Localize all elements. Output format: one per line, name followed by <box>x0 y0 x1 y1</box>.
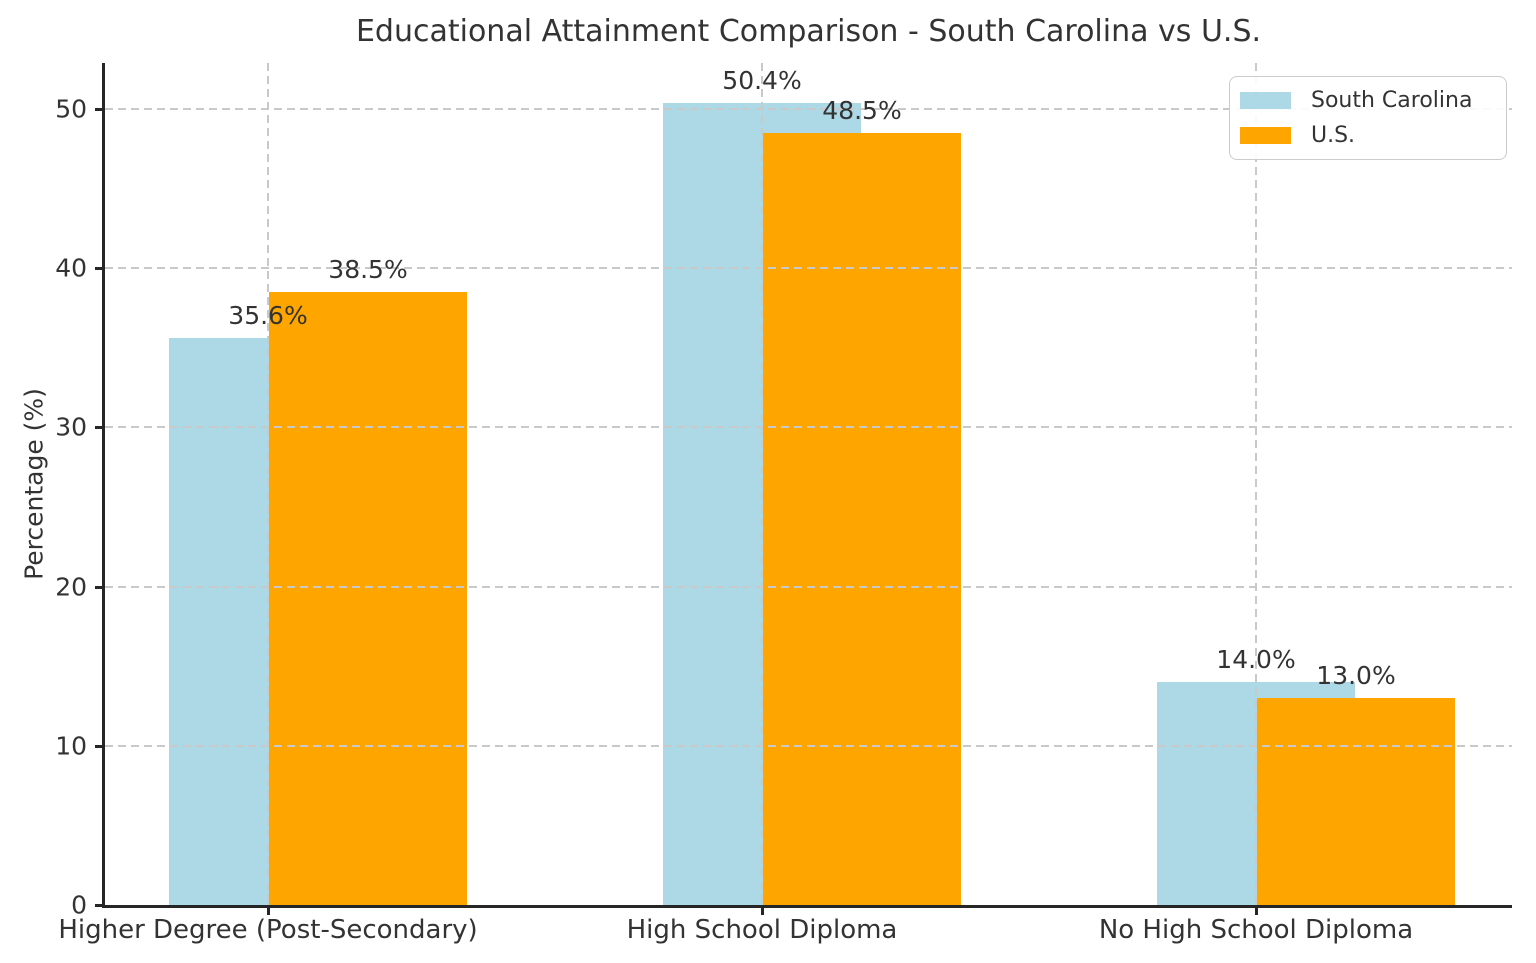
y-tick-label-10: 10 <box>55 731 87 761</box>
y-axis-spine <box>102 63 105 908</box>
legend-label-south-carolina: South Carolina <box>1311 87 1473 113</box>
bar-value-label-south-carolina-2: 14.0% <box>1216 645 1296 675</box>
v-gridline-0 <box>267 63 269 905</box>
y-tick-mark-0 <box>95 904 105 907</box>
bar-us-0 <box>269 292 467 905</box>
legend-swatch-south-carolina <box>1240 91 1291 109</box>
h-gridline-50 <box>105 108 1512 111</box>
v-gridline-1 <box>761 63 763 905</box>
bar-value-label-south-carolina-0: 35.6% <box>228 301 308 331</box>
y-tick-mark-30 <box>95 426 105 430</box>
bar-value-label-us-1: 48.5% <box>822 96 902 126</box>
v-gridline-2 <box>1255 63 1257 905</box>
x-tick-mark-1 <box>761 905 764 915</box>
y-tick-mark-20 <box>95 585 105 589</box>
y-tick-mark-50 <box>95 108 105 112</box>
bar-us-1 <box>763 133 961 905</box>
y-tick-label-0: 0 <box>71 890 87 920</box>
h-gridline-10 <box>105 744 1512 747</box>
y-tick-label-30: 30 <box>55 412 87 442</box>
y-tick-mark-40 <box>95 267 105 271</box>
bar-value-label-us-0: 38.5% <box>328 255 408 285</box>
bar-value-label-us-2: 13.0% <box>1316 661 1396 691</box>
h-gridline-30 <box>105 426 1512 429</box>
x-tick-mark-0 <box>267 905 270 915</box>
chart-title: Educational Attainment Comparison - Sout… <box>355 14 1262 49</box>
x-category-label-2: No High School Diploma <box>1098 915 1414 945</box>
x-tick-mark-2 <box>1255 905 1258 915</box>
bar-value-label-south-carolina-1: 50.4% <box>722 65 802 95</box>
y-tick-label-20: 20 <box>55 572 87 602</box>
bar-us-2 <box>1257 698 1455 905</box>
legend-swatch-us <box>1240 127 1291 145</box>
legend-label-us: U.S. <box>1311 123 1356 149</box>
h-gridline-20 <box>105 585 1512 588</box>
legend: South Carolina U.S. <box>1229 76 1507 160</box>
y-tick-label-40: 40 <box>55 253 87 283</box>
x-axis-spine <box>102 905 1512 908</box>
h-gridline-40 <box>105 267 1512 270</box>
x-category-label-1: High School Diploma <box>626 915 898 945</box>
y-tick-mark-10 <box>95 744 105 748</box>
x-category-label-0: Higher Degree (Post-Secondary) <box>58 915 478 945</box>
legend-item-us: U.S. <box>1240 123 1506 148</box>
legend-item-south-carolina: South Carolina <box>1240 88 1506 113</box>
y-tick-label-50: 50 <box>55 94 87 124</box>
